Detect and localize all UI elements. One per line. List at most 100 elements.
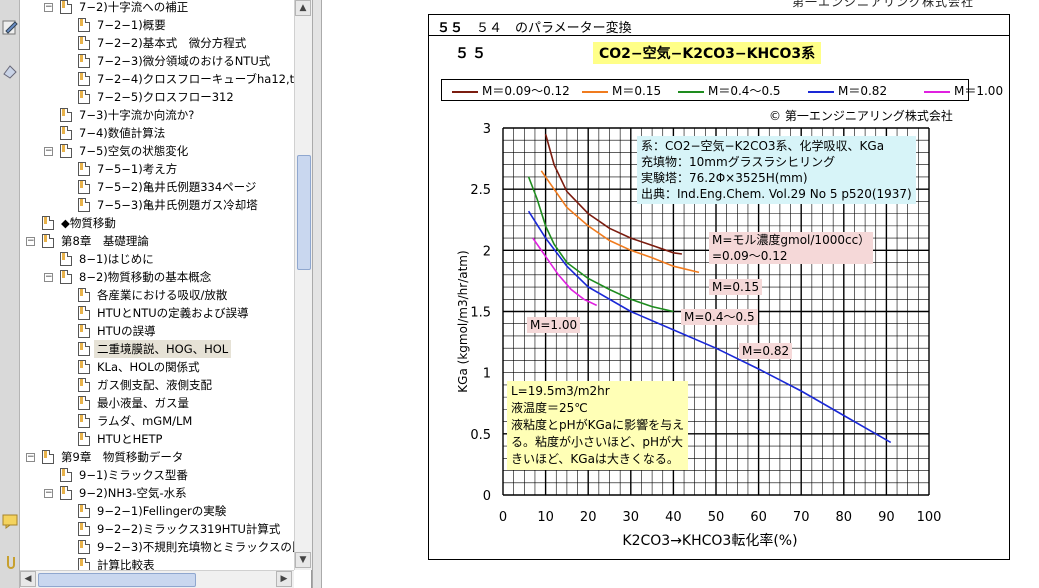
bookmark-page-icon	[42, 234, 54, 248]
bookmark-page-icon	[78, 18, 90, 32]
system-info-box: 系：CO2−空気−K2CO3系、化学吸収、KGa 充填物：10mmグラスラシヒリ…	[637, 136, 916, 204]
bookmark-item[interactable]: 7−3)十字流か向流か?	[20, 106, 294, 124]
legend-swatch	[582, 91, 608, 93]
bookmark-item[interactable]: 計算比較表	[20, 556, 294, 570]
collapse-toggle-icon[interactable]: −	[44, 272, 53, 282]
bookmark-item[interactable]: − 7−2)十字流への補正	[20, 0, 294, 16]
bookmark-item[interactable]: ◆物質移動	[20, 214, 294, 232]
bookmark-item[interactable]: 7−2−5)クロスフロー312	[20, 88, 294, 106]
bookmark-page-icon	[42, 450, 54, 464]
bookmark-page-icon	[60, 108, 72, 122]
bookmark-page-icon	[78, 342, 90, 356]
bookmark-page-icon	[78, 396, 90, 410]
x-tick-label: 30	[623, 510, 640, 525]
comment-icon[interactable]	[1, 512, 19, 530]
bookmark-label: 第8章 基礎理論	[61, 234, 149, 248]
legend-label: M＝0.15	[612, 84, 662, 98]
molar-note-line: M=モル濃度gmol/1000cc）	[712, 233, 871, 247]
bookmark-page-icon	[60, 126, 72, 140]
stamp-icon[interactable]	[1, 62, 19, 80]
legend-label: M＝0.82	[838, 84, 888, 98]
collapse-toggle-icon[interactable]: −	[26, 452, 35, 462]
horizontal-scrollbar[interactable]: ◀ ▶	[20, 570, 294, 588]
bookmark-item[interactable]: 9−2−1)Fellingerの実験	[20, 502, 294, 520]
bookmark-page-icon	[78, 540, 90, 554]
x-tick-label: 0	[499, 510, 507, 525]
bookmark-item[interactable]: 7−4)数値計算法	[20, 124, 294, 142]
info-line: 充填物：10mmグラスラシヒリング	[641, 155, 836, 169]
vertical-scrollbar[interactable]: ▲ ▼	[294, 0, 312, 570]
bookmark-page-icon	[60, 0, 72, 14]
bookmark-item[interactable]: − 7−5)空気の状態変化	[20, 142, 294, 160]
bookmark-item[interactable]: 各産業における吸収/放散	[20, 286, 294, 304]
collapse-toggle-icon[interactable]: −	[44, 146, 53, 156]
horizontal-scroll-thumb[interactable]	[38, 573, 196, 587]
x-tick-label: 70	[793, 510, 810, 525]
bookmark-label: 計算比較表	[97, 558, 155, 570]
bookmark-item[interactable]: 7−2−4)クロスフローキューブha12,tw:	[20, 70, 294, 88]
bookmark-item[interactable]: − 第9章 物質移動データ	[20, 448, 294, 466]
curve-label-m015: M=0.15	[709, 279, 763, 295]
scroll-down-icon[interactable]: ▼	[295, 552, 311, 568]
y-tick-label: 0	[483, 489, 491, 504]
vertical-scroll-thumb[interactable]	[297, 155, 311, 270]
bookmark-label: 7−2−4)クロスフローキューブha12,tw:	[97, 72, 294, 86]
bookmark-item[interactable]: HTUとHETP	[20, 430, 294, 448]
bookmark-label: 第9章 物質移動データ	[61, 450, 184, 464]
bookmark-label: 7−5−2)亀井氏例題334ページ	[97, 180, 257, 194]
bookmark-item[interactable]: 7−2−2)基本式 微分方程式	[20, 34, 294, 52]
bookmark-item[interactable]: 7−2−1)概要	[20, 16, 294, 34]
x-axis-label: K2CO3→KHCO3転化率(%)	[622, 532, 797, 549]
legend-label: M＝0.09〜0.12	[482, 84, 570, 98]
bookmark-label: 7−2)十字流への補正	[79, 0, 189, 14]
bookmark-item[interactable]: 7−5−1)考え方	[20, 160, 294, 178]
x-tick-label: 80	[836, 510, 853, 525]
bookmark-item[interactable]: KLa、HOLの関係式	[20, 358, 294, 376]
bookmark-item[interactable]: 8−1)はじめに	[20, 250, 294, 268]
legend-label: M＝1.00	[954, 84, 1004, 98]
section-number: ５５	[437, 21, 464, 36]
bookmark-label: 7−3)十字流か向流か?	[79, 108, 195, 122]
bookmark-page-icon	[78, 378, 90, 392]
info-line: 系：CO2−空気−K2CO3系、化学吸収、KGa	[641, 139, 885, 153]
bookmark-page-icon	[78, 180, 90, 194]
bookmark-page-icon	[78, 414, 90, 428]
bookmark-item[interactable]: 二重境膜説、HOG、HOL	[20, 340, 294, 358]
y-tick-label: 3	[483, 122, 491, 137]
info-line: 出典：Ind.Eng.Chem. Vol.29 No 5 p520(1937)	[641, 187, 912, 201]
bookmark-label: 9−2)NH3-空気-水系	[79, 486, 187, 500]
bookmark-item[interactable]: 7−2−3)微分領域のおけるNTU式	[20, 52, 294, 70]
bookmark-page-icon	[60, 144, 72, 158]
attachment-icon[interactable]	[1, 552, 19, 570]
bookmark-item[interactable]: − 第8章 基礎理論	[20, 232, 294, 250]
bookmark-item[interactable]: ラムダ、mGM/LM	[20, 412, 294, 430]
bookmark-item[interactable]: HTUの誤導	[20, 322, 294, 340]
bookmark-item[interactable]: 9−2−2)ミラックス319HTU計算式	[20, 520, 294, 538]
panel-splitter[interactable]	[312, 0, 322, 588]
bookmark-item[interactable]: 7−5−2)亀井氏例題334ページ	[20, 178, 294, 196]
pencil-icon[interactable]	[1, 18, 19, 36]
bookmark-page-icon	[60, 486, 72, 500]
bookmark-item[interactable]: 9−2−3)不規則充填物とミラックスの比	[20, 538, 294, 556]
collapse-toggle-icon[interactable]: −	[44, 488, 53, 498]
scroll-up-icon[interactable]: ▲	[295, 0, 311, 16]
cond-line: 液粘度とpHがKGaに影響を与え	[511, 418, 685, 432]
bookmark-label: HTUとNTUの定義および誤導	[97, 306, 249, 320]
bookmark-item[interactable]: HTUとNTUの定義および誤導	[20, 304, 294, 322]
bookmark-tree: − 7−2)十字流への補正 7−2−1)概要 7−2−2)基本式 微分方程式 7−2−3…	[20, 0, 294, 570]
bookmark-label: HTUの誤導	[97, 324, 156, 338]
collapse-toggle-icon[interactable]: −	[26, 236, 35, 246]
collapse-toggle-icon[interactable]: −	[44, 2, 53, 12]
bookmark-label: 7−5−1)考え方	[97, 162, 178, 176]
bookmark-item[interactable]: 7−5−3)亀井氏例題ガス冷却塔	[20, 196, 294, 214]
bookmark-item[interactable]: 最小液量、ガス量	[20, 394, 294, 412]
bookmark-label: 最小液量、ガス量	[97, 396, 189, 410]
bookmark-item[interactable]: − 8−2)物質移動の基本概念	[20, 268, 294, 286]
molar-note: M=モル濃度gmol/1000cc） =0.09〜0.12	[709, 232, 874, 264]
bookmark-item[interactable]: 9−1)ミラックス型番	[20, 466, 294, 484]
bookmark-item[interactable]: − 9−2)NH3-空気-水系	[20, 484, 294, 502]
scroll-left-icon[interactable]: ◀	[20, 571, 36, 587]
bookmark-item[interactable]: ガス側支配、液側支配	[20, 376, 294, 394]
copyright-note: © 第一エンジニアリング株式会社	[769, 109, 953, 123]
scroll-right-icon[interactable]: ▶	[276, 571, 292, 587]
